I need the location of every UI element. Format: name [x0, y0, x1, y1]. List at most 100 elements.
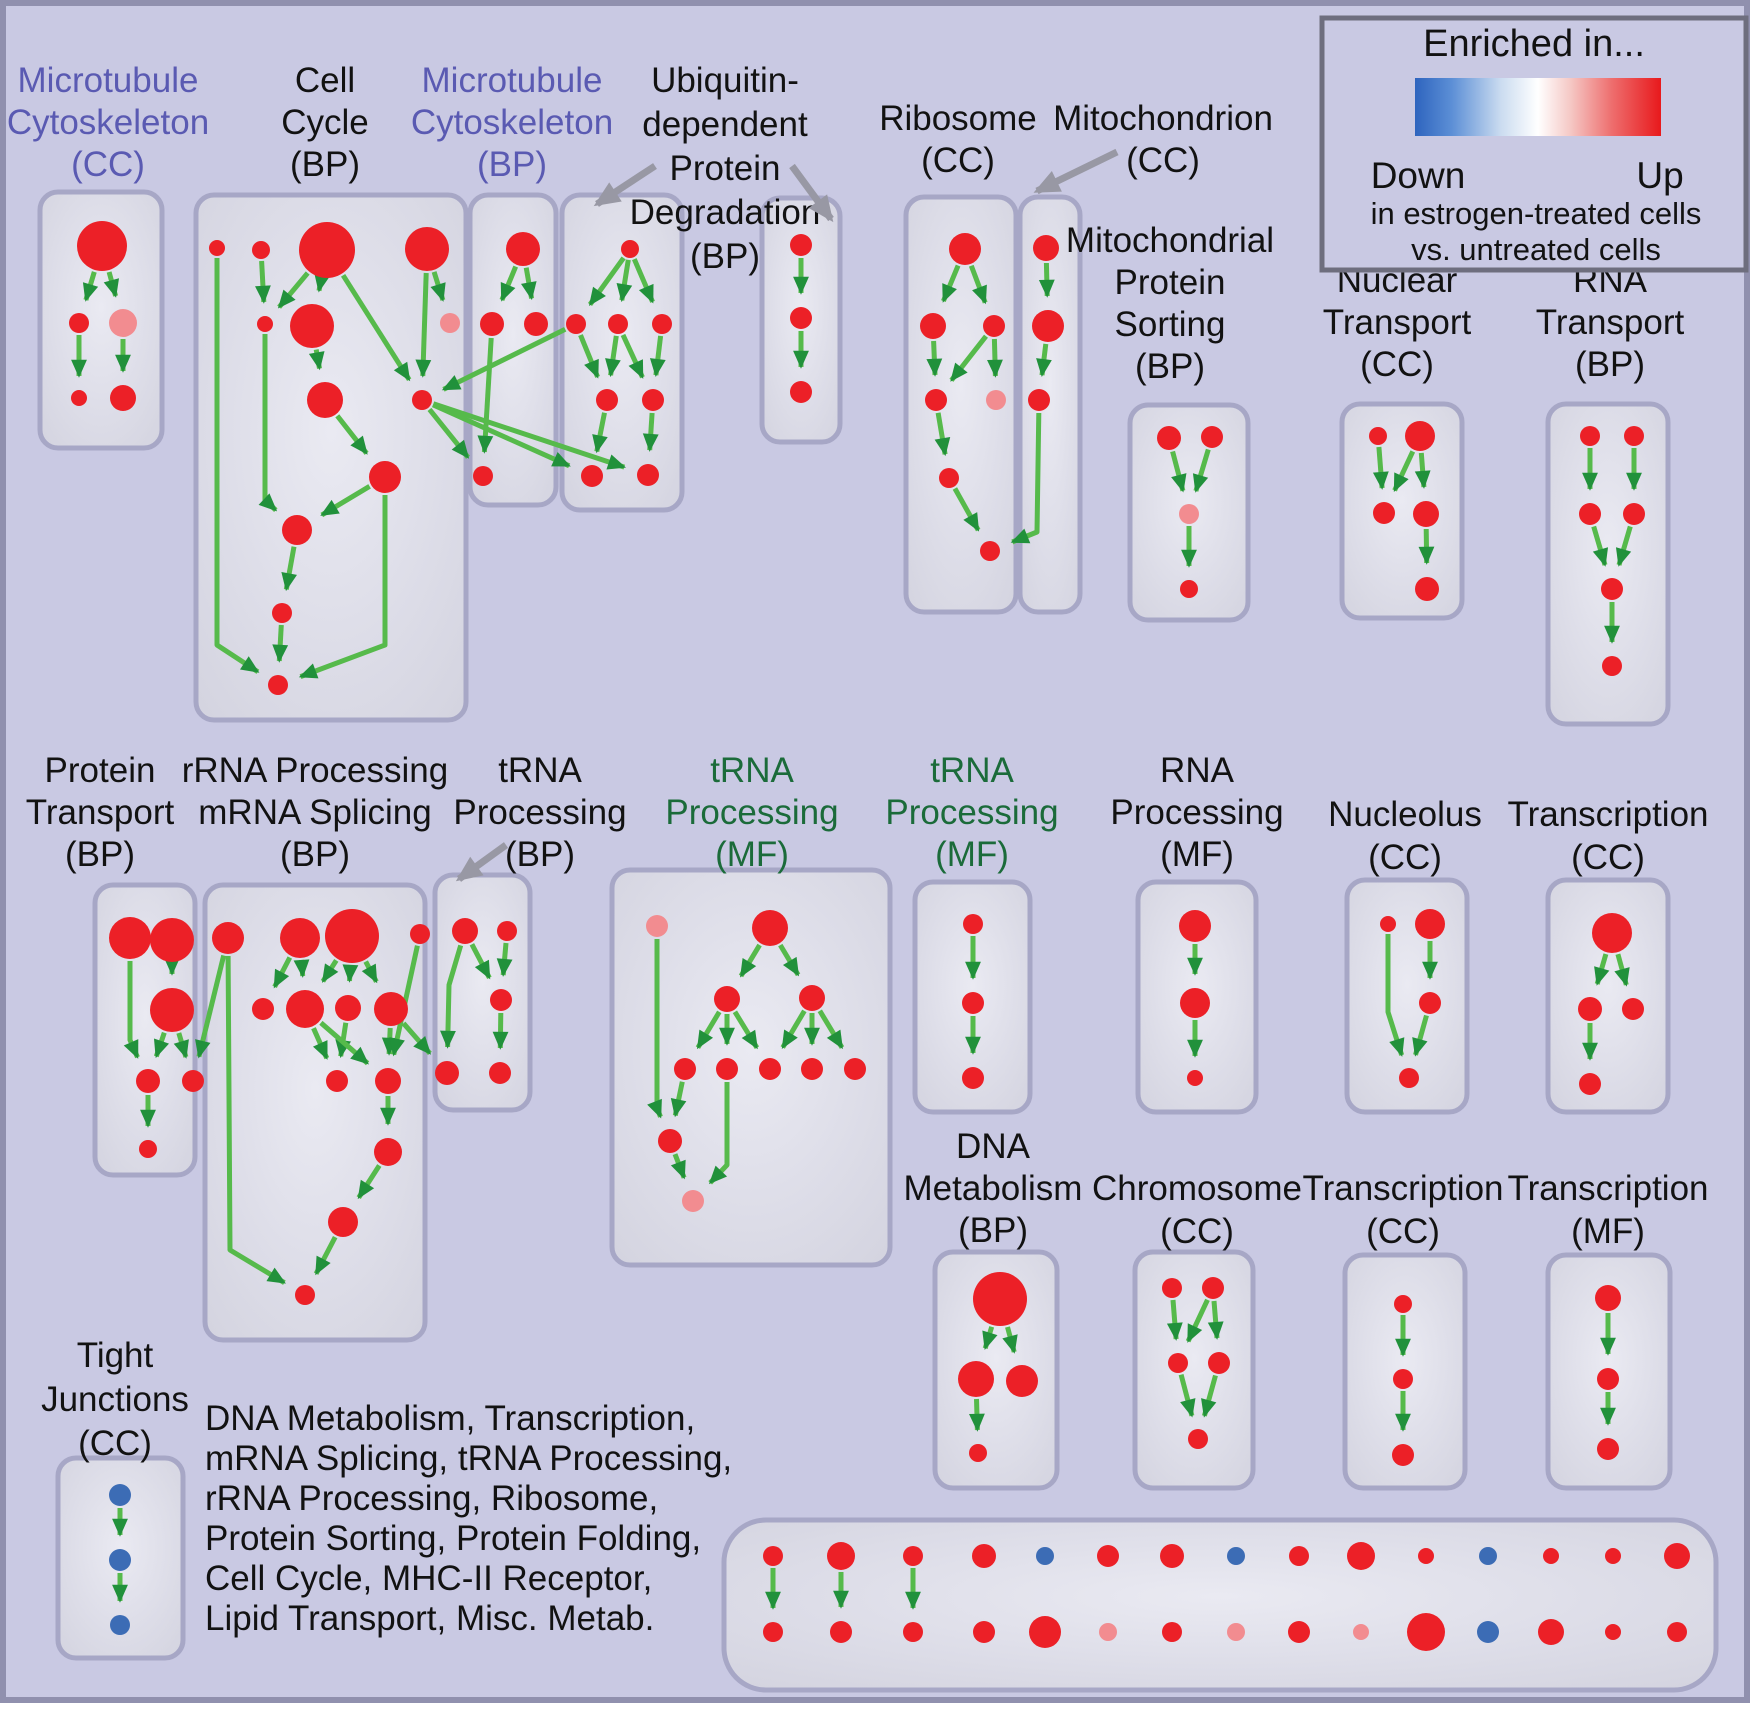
cluster-label-rna-transport: (BP) [1575, 345, 1645, 384]
cluster-label-chromosome: Chromosome [1092, 1169, 1302, 1208]
node-ubiquitin-1-6 [581, 465, 603, 487]
edge-microtubule-cc [103, 271, 120, 298]
edge-cell-cycle [277, 271, 310, 309]
cluster-label-ubiquitin-label: dependent [642, 105, 808, 144]
node-trna-mf-1-3 [799, 985, 825, 1011]
edge-microtubule-bp [499, 265, 519, 302]
node-cell-cycle-6 [440, 313, 460, 333]
edge-cell-cycle [335, 414, 369, 455]
node-ribosome-cc-0 [949, 233, 981, 265]
node-cell-cycle-0 [209, 240, 225, 256]
edge-cross [441, 327, 567, 392]
edge-trna-mf-1 [670, 1081, 687, 1118]
edge-mitochondrion-cc [1036, 343, 1052, 377]
node-mitochondrion-cc-0 [1033, 235, 1059, 261]
node-misc-box-25 [1538, 1619, 1564, 1645]
node-nucleolus-1 [1415, 909, 1445, 939]
edge-cross [401, 1021, 432, 1056]
node-nuclear-transport-0 [1369, 427, 1387, 445]
node-ribosome-cc-3 [925, 389, 947, 411]
edge-dna-metabolism [1002, 1326, 1018, 1354]
misc-note-line: Protein Sorting, Protein Folding, [205, 1519, 701, 1558]
node-nuclear-transport-1 [1405, 421, 1435, 451]
node-rna-transport-1 [1624, 426, 1644, 446]
legend-up-label: Up [1636, 155, 1683, 196]
node-protein-transport-4 [182, 1070, 204, 1092]
edge-rrna [311, 1027, 330, 1060]
node-protein-transport-0 [109, 917, 151, 959]
edge-rrna [319, 1020, 370, 1066]
node-chromosome-3 [1208, 1352, 1230, 1374]
cluster-box-microtubule-bp [467, 192, 559, 508]
edge-ubiquitin-1 [616, 259, 633, 303]
cluster-label-rrna: rRNA Processing [182, 751, 448, 790]
node-misc-box-27 [1605, 1624, 1621, 1640]
node-rrna-0 [212, 922, 244, 954]
edge-rna-transport [1615, 525, 1633, 567]
misc-note-line: Cell Cycle, MHC-II Receptor, [205, 1559, 652, 1598]
edge-nuclear-transport [1418, 528, 1435, 565]
node-trna-bp-2 [490, 989, 512, 1011]
node-transcription-cc-mid-2 [1622, 998, 1644, 1020]
node-rrna-5 [286, 990, 324, 1028]
cluster-label-cell-cycle: Cycle [281, 103, 369, 142]
misc-note-line: mRNA Splicing, tRNA Processing, [205, 1439, 732, 1478]
edge-microtubule-bp [477, 337, 494, 454]
edge-ubiquitin-1 [649, 335, 666, 377]
node-ubiquitin-1-7 [637, 464, 659, 486]
node-nucleolus-0 [1380, 916, 1396, 932]
cluster-label-ubiquitin-label: Degradation [630, 193, 821, 232]
cluster-box-ribosome-cc [903, 194, 1019, 615]
node-misc-box-7 [973, 1621, 995, 1643]
edge-cell-cycle [314, 273, 330, 293]
node-rrna-3 [410, 924, 430, 944]
node-misc-box-8 [1036, 1547, 1054, 1565]
node-cell-cycle-5 [290, 304, 334, 348]
node-cell-cycle-7 [307, 382, 343, 418]
node-misc-box-6 [972, 1544, 996, 1568]
legend-box [1319, 15, 1749, 273]
node-misc-box-4 [903, 1546, 923, 1566]
node-ribosome-cc-1 [920, 313, 946, 339]
edge-rrna [389, 945, 420, 1057]
edge-cross [1010, 412, 1042, 545]
cluster-label-trna-mf-2: (MF) [935, 835, 1009, 874]
cluster-label-mito-sorting: Sorting [1115, 305, 1226, 344]
node-chromosome-4 [1188, 1429, 1208, 1449]
node-transcription-cc-bottom-2 [1392, 1444, 1414, 1466]
cluster-label-trna-mf-2: tRNA [930, 751, 1014, 790]
edge-cell-cycle [320, 484, 371, 518]
edge-ribosome-cc [952, 487, 981, 532]
node-trna-mf-2-0 [963, 914, 983, 934]
edge-trna-mf-1 [817, 1009, 845, 1050]
edge-ribosome-cc [949, 334, 988, 382]
edge-trna-bp [496, 942, 513, 977]
node-misc-box-0 [763, 1546, 783, 1566]
node-tight-junctions-0 [109, 1484, 131, 1506]
node-trna-bp-3 [435, 1061, 459, 1085]
edge-nuclear-transport [1392, 450, 1416, 493]
diagram-root: MicrotubuleCytoskeleton(CC)CellCycle(BP)… [7, 61, 1719, 1693]
node-microtubule-bp-0 [506, 232, 540, 266]
cluster-label-microtubule-cc: (CC) [71, 145, 145, 184]
edge-cell-cycle [281, 546, 297, 592]
node-mito-sorting-1 [1201, 426, 1223, 448]
node-microtubule-bp-2 [524, 312, 548, 336]
legend-title: Enriched in... [1423, 23, 1645, 65]
cluster-label-protein-transport: Protein [45, 751, 156, 790]
node-misc-box-28 [1664, 1543, 1690, 1569]
node-dna-metabolism-1 [958, 1361, 994, 1397]
edge-cell-cycle [214, 258, 260, 674]
label-pointer-arrow [789, 163, 834, 223]
edge-cell-cycle [272, 624, 289, 663]
edge-cell-cycle [308, 349, 325, 371]
edge-trna-mf-1 [738, 943, 762, 978]
node-cell-cycle-1 [252, 241, 270, 259]
edge-trna-mf-1 [780, 1009, 807, 1050]
edge-nucleolus [1412, 1014, 1429, 1057]
cluster-label-rna-processing-mf: RNA [1160, 751, 1235, 790]
label-pointer-arrow [593, 163, 657, 207]
node-protein-transport-2 [150, 988, 194, 1032]
node-rna-transport-2 [1579, 503, 1601, 525]
